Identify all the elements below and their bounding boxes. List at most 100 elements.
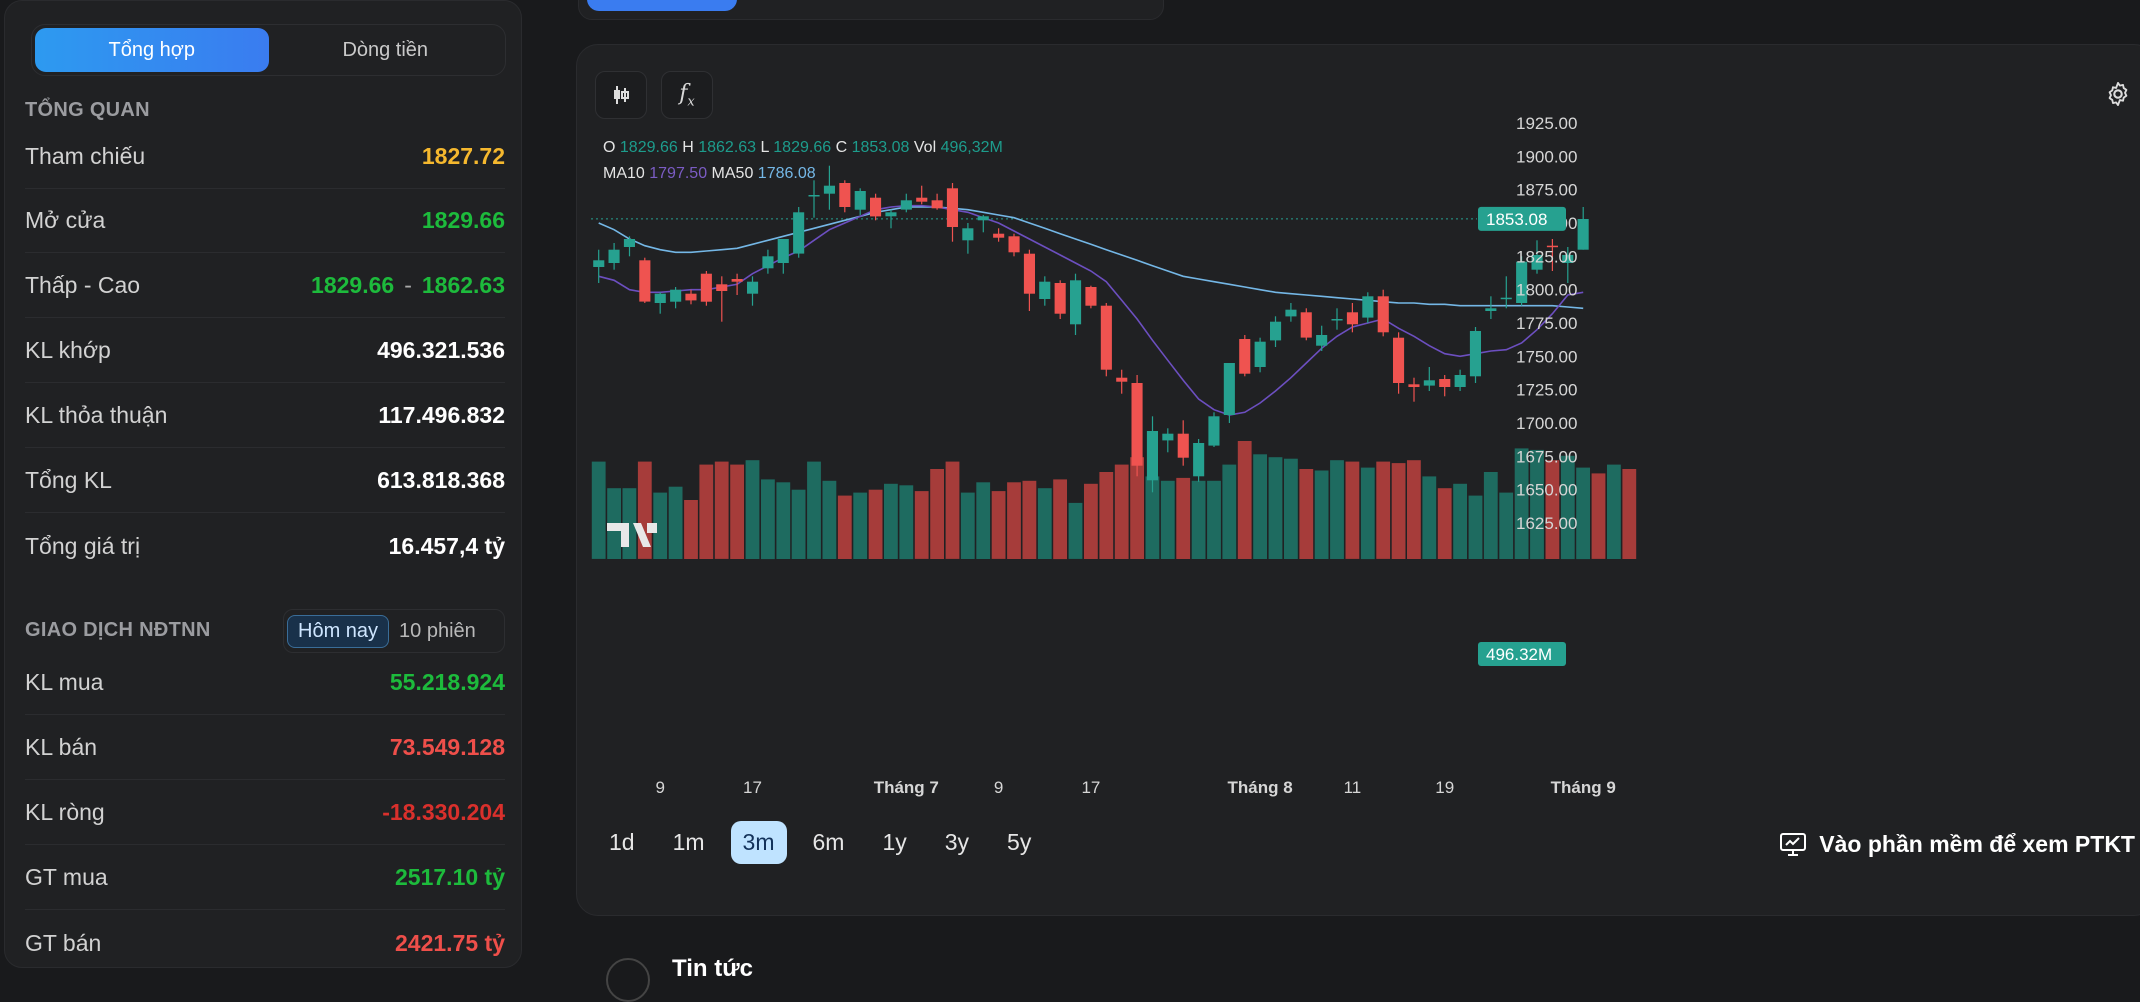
volume-bar xyxy=(1560,455,1575,560)
volume-bar xyxy=(1330,460,1344,559)
volume-bar xyxy=(591,461,606,559)
volume-bar xyxy=(1207,480,1221,559)
row-value: 55.218.924 xyxy=(389,669,505,695)
candle-body xyxy=(823,185,835,194)
candle-body xyxy=(639,260,651,302)
tab-10-phien[interactable]: 10 phiên xyxy=(399,619,476,642)
volume-bar xyxy=(699,464,714,559)
news-title: Tin tức xyxy=(672,955,753,982)
ohlc-h-label: H xyxy=(682,139,694,156)
candle-body xyxy=(608,249,620,263)
open-ptkt-link[interactable]: Vào phần mềm để xem PTKT xyxy=(1779,831,2135,858)
open-ptkt-label: Vào phần mềm để xem PTKT xyxy=(1819,831,2135,857)
y-tick-label: 1725.00 xyxy=(1516,381,1577,400)
volume-bar xyxy=(653,492,668,559)
foreign-trade-tabs: Hôm nay 10 phiên xyxy=(283,609,505,653)
volume-bar xyxy=(1576,467,1590,560)
candle-body xyxy=(777,239,789,263)
candles-icon[interactable] xyxy=(595,71,647,119)
volume-bar xyxy=(791,489,806,559)
top-card-stub xyxy=(578,0,1164,20)
tab-tong-hop[interactable]: Tổng hợp xyxy=(35,28,269,72)
volume-bar xyxy=(1284,458,1298,559)
candle-body xyxy=(1054,283,1066,314)
candle-body xyxy=(1208,416,1220,446)
candle-body xyxy=(1546,245,1558,248)
y-tick-label: 1875.00 xyxy=(1516,181,1577,200)
period-1d[interactable]: 1d xyxy=(609,829,635,855)
volume-bar xyxy=(899,485,914,560)
row-kl-rong: KL ròng -18.330.204 xyxy=(25,781,505,845)
candle-body xyxy=(1270,321,1282,341)
volume-bar xyxy=(1607,464,1621,559)
top-active-tab-stub[interactable] xyxy=(587,0,737,11)
period-3m[interactable]: 3m xyxy=(730,821,787,864)
volume-bar xyxy=(1007,482,1021,559)
row-value: 2517.10 tỷ xyxy=(395,864,505,890)
candle-body xyxy=(931,200,943,209)
period-1m[interactable]: 1m xyxy=(672,829,705,855)
candle-body xyxy=(670,289,682,302)
period-5y[interactable]: 5y xyxy=(1007,829,1032,855)
volume-bar xyxy=(1237,441,1252,559)
volume-bar xyxy=(1376,461,1391,559)
candle-body xyxy=(1316,335,1328,346)
row-value-range: 1829.66-1862.63 xyxy=(311,272,505,299)
ma50-line xyxy=(598,206,1584,310)
row-label: Tham chiếu xyxy=(25,143,146,169)
candlestick-chart[interactable]: 1925.001900.001875.001850.001825.001800.… xyxy=(577,45,2140,805)
candle-body xyxy=(1531,255,1543,270)
settings-gear-icon[interactable] xyxy=(2093,71,2140,117)
x-tick-label: 9 xyxy=(994,778,1003,797)
volume-bar xyxy=(1499,492,1514,559)
volume-bar xyxy=(1530,449,1544,560)
row-kl-khop: KL khớp 496.321.536 xyxy=(25,319,505,383)
volume-bar xyxy=(1299,469,1314,559)
row-label: Tổng KL xyxy=(25,467,112,493)
candle-body xyxy=(1085,287,1097,306)
row-value: 613.818.368 xyxy=(377,467,505,493)
candle-body xyxy=(1116,377,1128,382)
volume-bar xyxy=(776,482,791,559)
candle-body xyxy=(1177,433,1189,458)
row-label: GT mua xyxy=(25,864,108,890)
volume-bar xyxy=(684,500,698,559)
ohlc-volume: 496,32M xyxy=(940,139,1003,156)
volume-bar xyxy=(1130,457,1144,559)
volume-bar xyxy=(1191,480,1206,559)
volume-bar xyxy=(1591,473,1606,559)
volume-bar xyxy=(714,461,729,559)
ma10-line xyxy=(598,204,1584,416)
period-6m[interactable]: 6m xyxy=(812,829,845,855)
tab-dong-tien[interactable]: Dòng tiền xyxy=(342,38,429,61)
summary-tabs: Tổng hợp Dòng tiền xyxy=(31,24,506,76)
candle-body xyxy=(1423,380,1435,386)
volume-bar xyxy=(1422,476,1437,559)
volume-bar xyxy=(1084,483,1098,559)
volume-bar xyxy=(761,479,775,560)
ma50-label: MA50 xyxy=(711,165,754,182)
ma50-value: 1786.08 xyxy=(757,165,816,182)
fx-icon[interactable]: fx xyxy=(661,71,713,119)
row-value: 496.321.536 xyxy=(377,337,505,363)
period-1y[interactable]: 1y xyxy=(882,829,907,855)
monitor-chart-icon xyxy=(1779,832,1807,858)
tab-hom-nay[interactable]: Hôm nay xyxy=(287,614,390,648)
ohlc-open: 1829.66 xyxy=(619,139,678,156)
ma-legend: MA10 1797.50 MA50 1786.08 xyxy=(603,165,816,183)
candle-body xyxy=(900,200,912,210)
ma10-label: MA10 xyxy=(603,165,645,182)
volume-bar xyxy=(1545,460,1560,559)
candle-body xyxy=(946,188,958,227)
row-value: 117.496.832 xyxy=(378,402,505,428)
candle-body xyxy=(1300,312,1312,338)
row-tong-kl: Tổng KL 613.818.368 xyxy=(25,449,505,513)
candle-body xyxy=(808,195,820,197)
row-tong-gia-tri: Tổng giá trị 16.457,4 tỷ xyxy=(25,514,505,578)
period-3y[interactable]: 3y xyxy=(944,829,970,855)
last-price-tag-label: 1853.08 xyxy=(1486,210,1547,229)
y-tick-label: 1700.00 xyxy=(1516,414,1577,433)
volume-bar xyxy=(1514,448,1529,559)
row-kl-mua: KL mua 55.218.924 xyxy=(25,651,505,715)
candle-body xyxy=(977,216,989,221)
